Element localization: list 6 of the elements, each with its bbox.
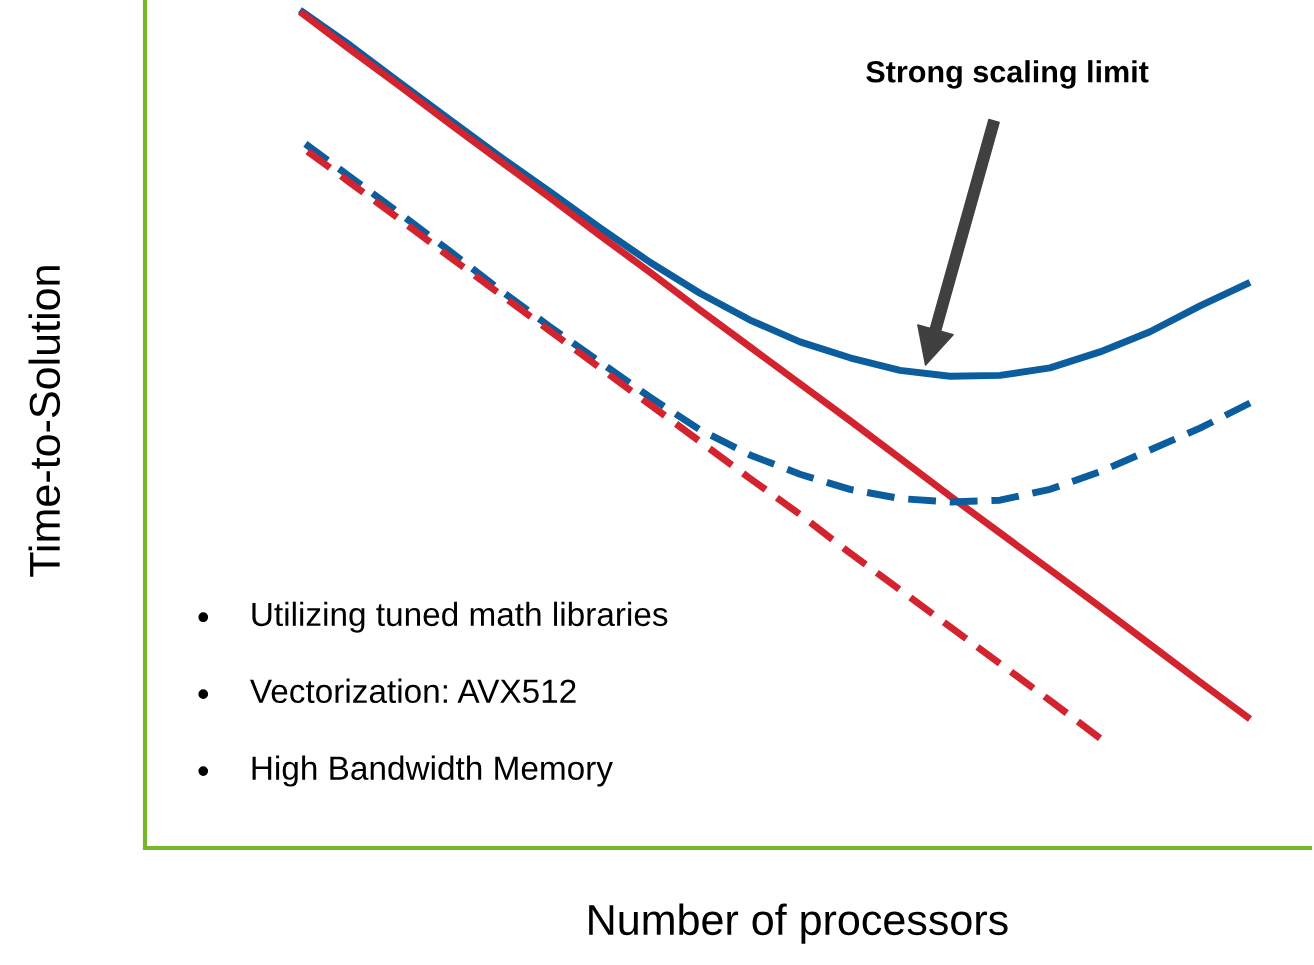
annotation: Utilizing tuned math libraries [252, 601, 668, 633]
x-axis-title: Number of processors [589, 903, 1008, 944]
y-axis-title: Time-to-Solution [28, 266, 61, 577]
annotation: Vectorization: AVX512 [250, 678, 576, 704]
annotation: High Bandwidth Memory [252, 755, 613, 787]
annotation: Strong scaling limit [866, 60, 1149, 89]
